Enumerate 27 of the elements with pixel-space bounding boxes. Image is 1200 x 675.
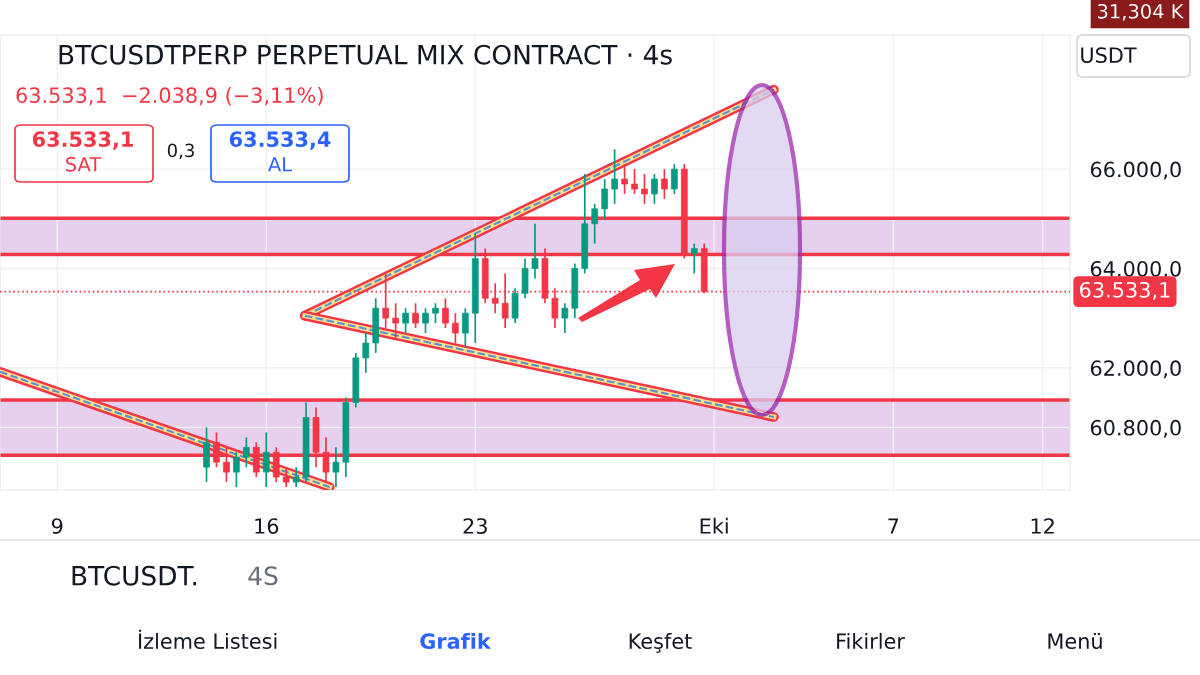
y-tick-label: 66.000,0 — [1090, 161, 1181, 180]
x-tick-label: Eki — [700, 517, 728, 534]
x-tick-label: 9 — [51, 518, 63, 534]
x-tick-label: 23 — [463, 518, 487, 534]
text: USDT — [1081, 47, 1137, 64]
text: 63.533,1 −2.038,9 (−3,11%) — [16, 86, 323, 106]
text: BTCUSDT. — [72, 565, 197, 586]
text: Menü — [1048, 632, 1102, 650]
chart-title: BTCUSDTPERP PERPETUAL MIX CONTRACT · 4s — [59, 44, 672, 65]
annotation: 63.533,4 — [229, 131, 331, 150]
text: 4S — [248, 566, 278, 586]
y-tick-label: 64.000,0 — [1090, 260, 1181, 279]
text: Keşfet — [629, 632, 692, 653]
y-tick-label: 60.800,0 — [1090, 419, 1181, 438]
text: Fikirler — [837, 632, 905, 650]
text: İzleme Listesi — [139, 629, 277, 650]
annotation: 63.533,1 — [32, 131, 133, 150]
annotation: AL — [268, 157, 292, 172]
x-tick-label: 16 — [255, 518, 279, 534]
annotation: 0,3 — [167, 143, 194, 160]
annotation: SAT — [66, 156, 102, 172]
x-tick-label: 12 — [1031, 518, 1054, 534]
ref-line-label: 63.533,1 — [1080, 281, 1170, 300]
y-tick-label: 62.000,0 — [1090, 360, 1181, 379]
x-tick-label: 7 — [888, 518, 899, 534]
text: 31,304 K — [1098, 3, 1184, 21]
text: Grafik — [420, 632, 492, 650]
